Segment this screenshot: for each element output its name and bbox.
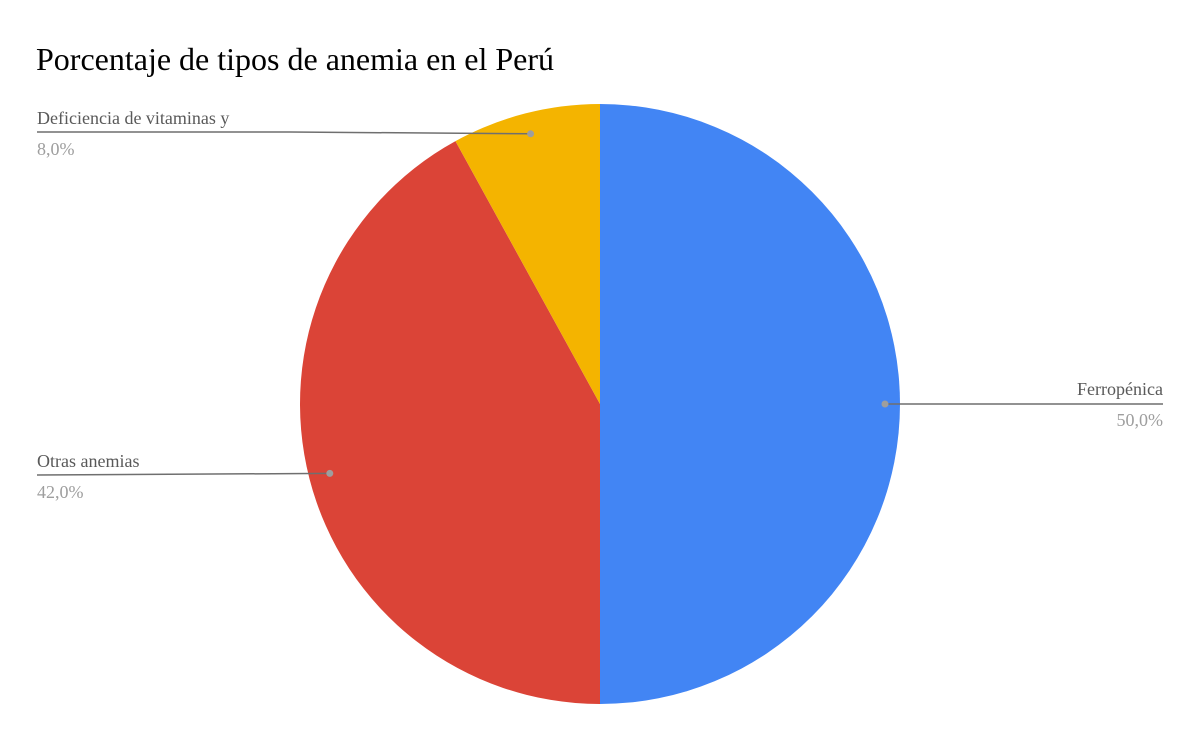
leader-dot-deficiencia-de-vitaminas-y — [527, 130, 535, 138]
pie-slice-ferropenica — [600, 104, 900, 704]
slice-value-ferropenica: 50,0% — [1117, 410, 1164, 430]
leader-dot-ferropenica — [881, 400, 889, 408]
slice-label-deficiencia-de-vitaminas-y: Deficiencia de vitaminas y — [37, 108, 229, 128]
leader-line-otras-anemias — [36, 472, 330, 476]
pie-slice-otras-anemias — [299, 141, 600, 705]
slice-value-otras-anemias: 42,0% — [37, 482, 84, 502]
pie-labels: Ferropénica 50,0% Otras anemias 42,0% Defici… — [37, 108, 1163, 502]
slice-label-ferropenica: Ferropénica — [1077, 379, 1163, 399]
pie-slices — [299, 104, 900, 705]
leader-line-deficiencia-de-vitaminas-y — [37, 131, 531, 135]
slice-label-otras-anemias: Otras anemias — [37, 451, 139, 471]
slice-value-deficiencia-de-vitaminas-y: 8,0% — [37, 139, 75, 159]
pie-leader-lines — [36, 130, 1163, 477]
chart-title: Porcentaje de tipos de anemia en el Perú — [36, 41, 554, 77]
pie-slice-deficiencia-de-vitaminas-y — [455, 104, 600, 404]
leader-dot-otras-anemias — [326, 469, 334, 477]
